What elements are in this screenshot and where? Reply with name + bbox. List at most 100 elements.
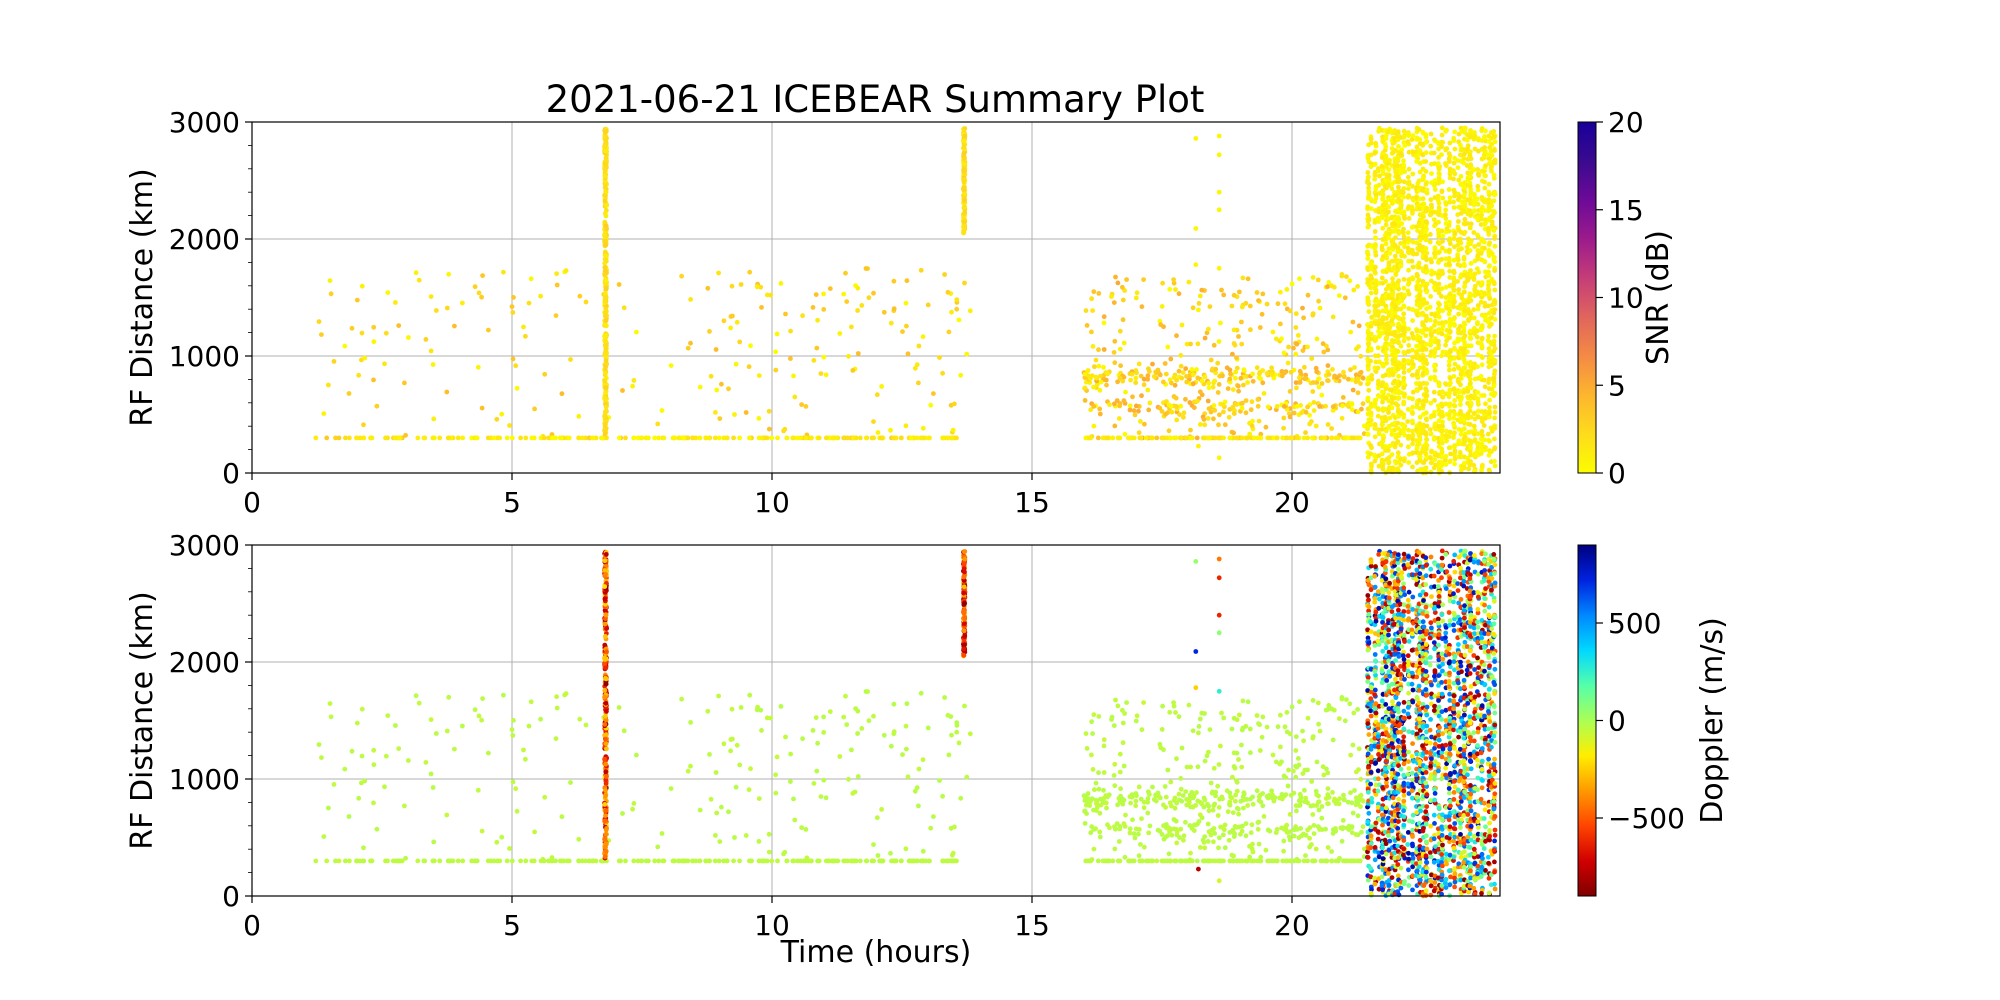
- data-point: [1136, 430, 1142, 436]
- data-point: [1278, 321, 1283, 327]
- data-point: [857, 435, 863, 441]
- data-point: [1178, 786, 1184, 792]
- data-point: [1410, 264, 1416, 270]
- data-point: [788, 751, 793, 757]
- data-point: [898, 435, 904, 441]
- data-point: [413, 270, 419, 276]
- data-point: [1410, 318, 1415, 323]
- data-point: [603, 365, 608, 370]
- data-point: [1375, 353, 1381, 359]
- data-point: [603, 425, 609, 431]
- data-point: [602, 379, 608, 384]
- data-point: [1166, 428, 1172, 434]
- data-point: [1452, 146, 1458, 152]
- data-point: [1409, 258, 1415, 264]
- data-point: [1423, 246, 1429, 251]
- data-point: [808, 858, 814, 864]
- data-point: [1424, 423, 1430, 429]
- data-point: [1341, 374, 1347, 380]
- data-point: [1492, 404, 1498, 410]
- data-point: [1482, 173, 1487, 178]
- data-point: [1462, 216, 1468, 222]
- data-point: [1492, 436, 1497, 442]
- data-point: [1130, 817, 1135, 823]
- data-point: [940, 793, 945, 799]
- data-point: [1174, 417, 1180, 423]
- data-point: [1437, 302, 1442, 307]
- data-point: [1458, 142, 1463, 148]
- data-point: [1199, 287, 1205, 293]
- data-point: [476, 290, 482, 296]
- data-point: [359, 283, 365, 289]
- data-point: [1243, 398, 1249, 403]
- data-point: [1447, 140, 1453, 146]
- data-point: [513, 786, 519, 792]
- data-point: [1169, 380, 1174, 386]
- data-point: [603, 129, 609, 134]
- data-point: [423, 760, 429, 765]
- data-point: [1451, 367, 1457, 372]
- data-point: [460, 300, 465, 306]
- data-point: [526, 300, 532, 306]
- data-point: [1376, 182, 1382, 188]
- data-point: [634, 752, 639, 758]
- data-point: [1231, 750, 1237, 756]
- data-point: [1096, 291, 1102, 296]
- data-point: [1212, 408, 1218, 413]
- data-point: [713, 410, 718, 415]
- data-point: [621, 728, 627, 734]
- data-point: [690, 858, 696, 864]
- data-point: [1167, 709, 1173, 715]
- data-point: [327, 701, 333, 706]
- data-point: [1452, 231, 1458, 236]
- data-point: [396, 746, 402, 751]
- data-point: [891, 701, 897, 707]
- data-point: [1194, 367, 1199, 372]
- data-point: [623, 435, 628, 441]
- data-point: [888, 427, 893, 433]
- data-point: [1247, 303, 1253, 309]
- data-point: [1410, 276, 1416, 282]
- data-point: [1117, 346, 1123, 352]
- data-point: [479, 405, 485, 411]
- data-point: [903, 846, 909, 852]
- data-point: [768, 715, 774, 721]
- data-point: [1451, 205, 1457, 210]
- data-point: [554, 705, 560, 711]
- data-point: [1233, 369, 1239, 375]
- data-point: [1258, 435, 1264, 441]
- data-point: [1478, 327, 1484, 333]
- data-point: [1230, 387, 1236, 392]
- data-point: [918, 690, 924, 696]
- data-point: [888, 320, 894, 326]
- data-point: [754, 707, 760, 713]
- data-point: [1478, 373, 1484, 379]
- data-point: [869, 435, 875, 441]
- data-point: [603, 242, 609, 248]
- data-point: [773, 790, 779, 796]
- data-point: [1472, 208, 1477, 214]
- data-point: [1249, 423, 1255, 429]
- data-point: [602, 299, 608, 304]
- data-point: [1451, 135, 1457, 141]
- data-point: [918, 267, 924, 273]
- data-point: [900, 752, 905, 757]
- data-point: [1321, 349, 1327, 355]
- data-point: [1207, 435, 1213, 441]
- data-point: [603, 313, 608, 319]
- data-point: [717, 839, 723, 844]
- data-point: [1104, 382, 1109, 388]
- data-point: [1471, 277, 1477, 282]
- data-point: [732, 835, 737, 840]
- data-point: [1406, 427, 1411, 433]
- data-point: [1130, 394, 1135, 400]
- data-point: [1465, 349, 1470, 355]
- data-point: [1423, 465, 1429, 471]
- data-point: [1492, 333, 1497, 339]
- data-point: [940, 435, 946, 441]
- data-point: [746, 364, 752, 370]
- data-point: [1358, 353, 1364, 359]
- data-point: [452, 323, 457, 329]
- data-point: [1476, 269, 1482, 275]
- data-point: [1468, 380, 1473, 386]
